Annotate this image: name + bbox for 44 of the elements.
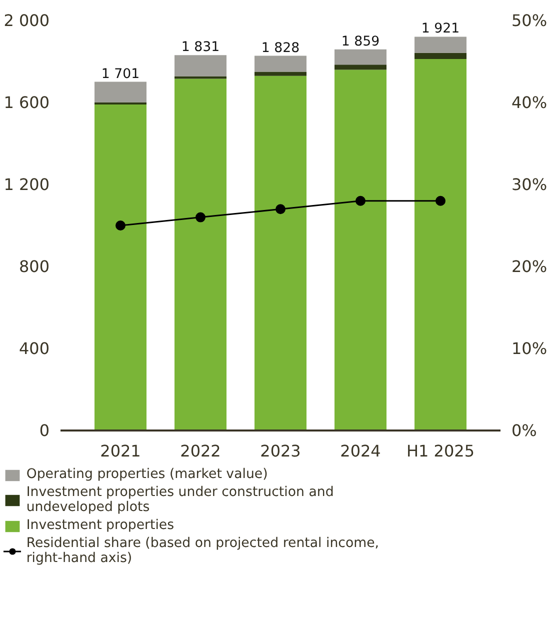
y2-tick-label: 30% (512, 175, 548, 194)
y2-tick-label: 0% (512, 421, 537, 440)
x-tick-label: 2024 (340, 442, 381, 460)
y-tick-label: 1 600 (4, 93, 50, 112)
point (436, 196, 446, 206)
bar (94, 104, 146, 430)
y2-tick-label: 20% (512, 257, 548, 276)
bar (414, 36, 466, 53)
point (276, 204, 286, 214)
x-tick-label: 2022 (180, 442, 221, 460)
point (196, 212, 206, 222)
y-tick-label: 800 (18, 257, 50, 276)
legend-label: Operating properties (market value) (26, 467, 268, 482)
x-tick-label: 2021 (100, 442, 141, 460)
point (116, 220, 126, 230)
y2-tick-label: 50% (512, 11, 548, 30)
bar (254, 72, 306, 76)
legend-label: Residential share (based on projected rental income, right-hand axis) (26, 536, 380, 566)
legend-label: Investment properties under construction and undeveloped plots (26, 485, 334, 515)
total-label: 1 701 (101, 66, 140, 82)
x-tick-label: 2023 (260, 442, 301, 460)
bar (174, 55, 226, 76)
total-label: 1 828 (261, 40, 300, 56)
bar (414, 59, 466, 430)
y-tick-label: 2 000 (4, 11, 50, 30)
bar (334, 64, 386, 70)
y-tick-label: 1 200 (4, 175, 50, 194)
x-tick-label: H1 2025 (406, 442, 475, 460)
y2-tick-label: 10% (512, 339, 548, 358)
y-tick-label: 400 (18, 339, 50, 358)
total-label: 1 831 (181, 40, 220, 56)
bar (94, 82, 146, 102)
total-label: 1 921 (421, 22, 460, 37)
legend-label: Investment properties (26, 518, 174, 533)
y-tick-label: 0 (39, 421, 50, 440)
bar (334, 70, 386, 430)
bar (414, 52, 466, 60)
total-label: 1 859 (341, 34, 380, 50)
bar (174, 78, 226, 430)
point (356, 196, 366, 206)
bar (254, 56, 306, 72)
y2-tick-label: 40% (512, 93, 548, 112)
bar (254, 76, 306, 430)
bar (334, 49, 386, 65)
